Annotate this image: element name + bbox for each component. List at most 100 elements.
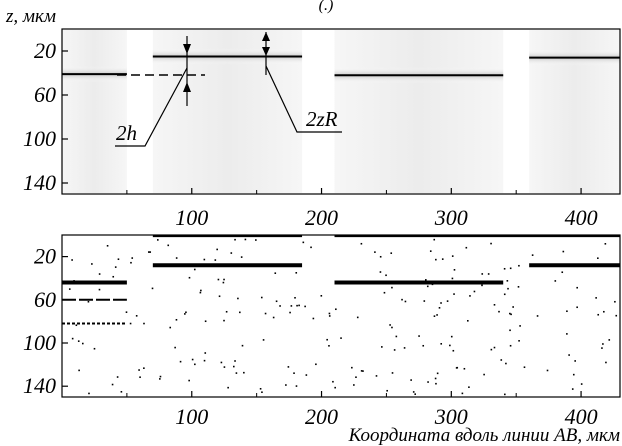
- noise-dot: [433, 315, 436, 317]
- noise-dot: [536, 315, 539, 317]
- noise-dot: [509, 312, 511, 315]
- noise-dot: [509, 267, 512, 270]
- noise-dot: [503, 293, 506, 296]
- noise-dot: [523, 366, 526, 369]
- noise-dot: [500, 359, 503, 361]
- noise-dot: [159, 375, 162, 378]
- noise-dot: [449, 344, 451, 347]
- noise-dot: [302, 241, 305, 244]
- noise-dot: [401, 298, 403, 301]
- noise-dot: [184, 313, 186, 315]
- noise-dot: [199, 291, 202, 294]
- noise-dot: [467, 319, 469, 322]
- noise-dot: [328, 312, 331, 315]
- noise-dot: [223, 366, 226, 368]
- noise-dot: [435, 382, 437, 385]
- noise-dot: [518, 264, 520, 267]
- noise-dot: [151, 287, 154, 290]
- noise-dot: [381, 346, 383, 348]
- noise-dot: [232, 365, 235, 368]
- noise-dot: [260, 296, 263, 299]
- noise-dot: [360, 242, 363, 245]
- noise-dot: [315, 363, 317, 366]
- noise-dot: [68, 288, 71, 290]
- noise-dot: [351, 366, 353, 369]
- noise-dot: [574, 360, 576, 362]
- noise-dot: [138, 369, 140, 371]
- x-tick-label: 300: [434, 205, 468, 230]
- noise-dot: [185, 311, 187, 314]
- noise-dot: [175, 257, 178, 259]
- noise-dot: [506, 280, 509, 282]
- noise-dot: [440, 343, 443, 345]
- noise-dot: [507, 287, 509, 290]
- x-tick-label: 200: [305, 404, 338, 429]
- noise-dot: [493, 346, 496, 349]
- noise-dot: [217, 278, 220, 281]
- noise-dot: [274, 272, 277, 274]
- noise-dot: [453, 269, 456, 271]
- noise-dot: [355, 376, 357, 379]
- noise-dot: [425, 279, 427, 281]
- noise-dot: [290, 305, 293, 307]
- noise-dot: [116, 376, 119, 378]
- noise-dot: [179, 360, 182, 363]
- noise-dot: [483, 373, 485, 376]
- noise-dot: [295, 272, 298, 274]
- noise-dot: [595, 297, 597, 299]
- noise-dot: [204, 320, 207, 323]
- noise-dot: [203, 258, 206, 261]
- panel-top-ticks: 20 60 100 140 100 200 300 400: [23, 38, 598, 230]
- x-tick-label: 400: [565, 205, 598, 230]
- noise-dot: [78, 369, 80, 372]
- noise-dot: [481, 284, 483, 287]
- noise-dot: [220, 361, 223, 364]
- noise-dot: [436, 372, 439, 375]
- noise-dot: [562, 250, 565, 253]
- noise-dot: [285, 384, 287, 386]
- noise-dot: [614, 300, 616, 303]
- noise-dot: [517, 286, 520, 288]
- noise-dot: [404, 300, 407, 303]
- noise-dot: [546, 369, 549, 372]
- noise-dot: [566, 310, 568, 313]
- noise-dot: [438, 307, 441, 309]
- noise-dot: [120, 390, 123, 393]
- noise-dot: [131, 257, 134, 259]
- noise-dot: [429, 250, 432, 252]
- arrow-head-up-icon: [183, 82, 191, 92]
- noise-dot: [456, 366, 459, 369]
- noise-dot: [255, 239, 257, 241]
- noise-dot: [465, 246, 468, 249]
- leader-line-zr: [265, 65, 342, 133]
- noise-dot: [114, 266, 117, 268]
- noise-dot: [167, 244, 170, 247]
- noise-dot: [222, 281, 225, 284]
- noise-dot: [234, 238, 236, 241]
- noise-dot: [576, 286, 578, 289]
- noise-dot: [509, 344, 512, 347]
- noise-dot: [230, 252, 233, 254]
- noise-dot: [139, 376, 141, 379]
- noise-dot: [568, 354, 570, 356]
- noise-dot: [87, 300, 90, 303]
- noise-dot: [241, 344, 244, 347]
- y-tick-label: 140: [23, 170, 56, 195]
- noise-dot: [261, 391, 263, 394]
- noise-dot: [490, 242, 492, 245]
- noise-dot: [289, 311, 291, 314]
- noise-dot: [391, 372, 394, 374]
- noise-dot: [125, 311, 128, 313]
- noise-dot: [410, 379, 412, 381]
- noise-dot: [310, 246, 312, 249]
- noise-dot: [175, 318, 178, 321]
- panel-bottom-detections: [62, 235, 620, 325]
- y-tick-label: 60: [34, 287, 56, 312]
- noise-dot: [279, 305, 281, 307]
- panel-bottom-frame: [61, 234, 621, 398]
- noise-dot: [159, 378, 161, 380]
- x-tick-label: 100: [175, 205, 208, 230]
- noise-dot: [504, 393, 506, 396]
- noise-dot: [498, 310, 500, 313]
- noise-dot: [194, 363, 196, 366]
